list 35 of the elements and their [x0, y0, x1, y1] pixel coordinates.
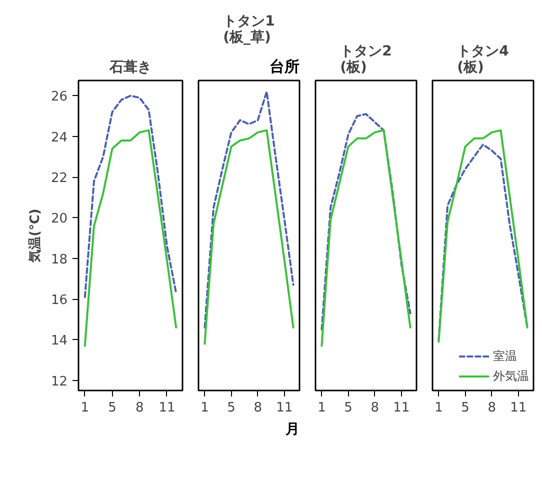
y-tick-label: 16 [50, 293, 68, 308]
x-tick-label: 11 [393, 400, 410, 416]
y-tick-label: 26 [50, 90, 68, 105]
x-tick-label: 11 [276, 400, 293, 416]
text: 台所 [270, 58, 300, 76]
y-tick-label: 12 [50, 374, 68, 390]
x-tick-label: 11 [510, 400, 527, 416]
y-axis-title: 気温(℃) [28, 208, 43, 264]
chart-title: トタン4 (板) [457, 44, 510, 76]
y-tick-label: 20 [50, 212, 68, 227]
legend-label: 外気温 [493, 368, 529, 384]
line-series [84, 94, 178, 298]
x-tick-label: 1 [318, 400, 326, 416]
legend-label: 室温 [493, 348, 517, 364]
line-series [84, 129, 178, 347]
x-tick-label: 1 [434, 400, 443, 416]
x-tick-label: 5 [461, 400, 470, 416]
x-tick-label: 5 [344, 400, 352, 416]
y-tick-label: 24 [50, 130, 68, 146]
chart-title: トタン2 (板) [340, 44, 392, 76]
y-tick-label: 22 [50, 171, 68, 186]
x-tick-label: 11 [158, 400, 176, 416]
x-tick-label: 5 [227, 400, 236, 416]
x-tick-label: 8 [370, 400, 380, 416]
x-tick-label: 8 [488, 400, 496, 416]
chart-title: 石葺き [108, 60, 152, 76]
chart-title: トタン1 (板_草) [223, 14, 275, 46]
x-tick-label: 8 [135, 400, 144, 416]
y-tick-label: 14 [50, 334, 68, 349]
x-axis-title: 月 [284, 422, 300, 438]
x-tick-label: 5 [108, 400, 116, 416]
y-tick-label: 18 [50, 252, 68, 268]
x-tick-label: 1 [80, 400, 90, 416]
x-tick-label: 8 [254, 400, 262, 416]
x-tick-label: 1 [200, 400, 209, 416]
